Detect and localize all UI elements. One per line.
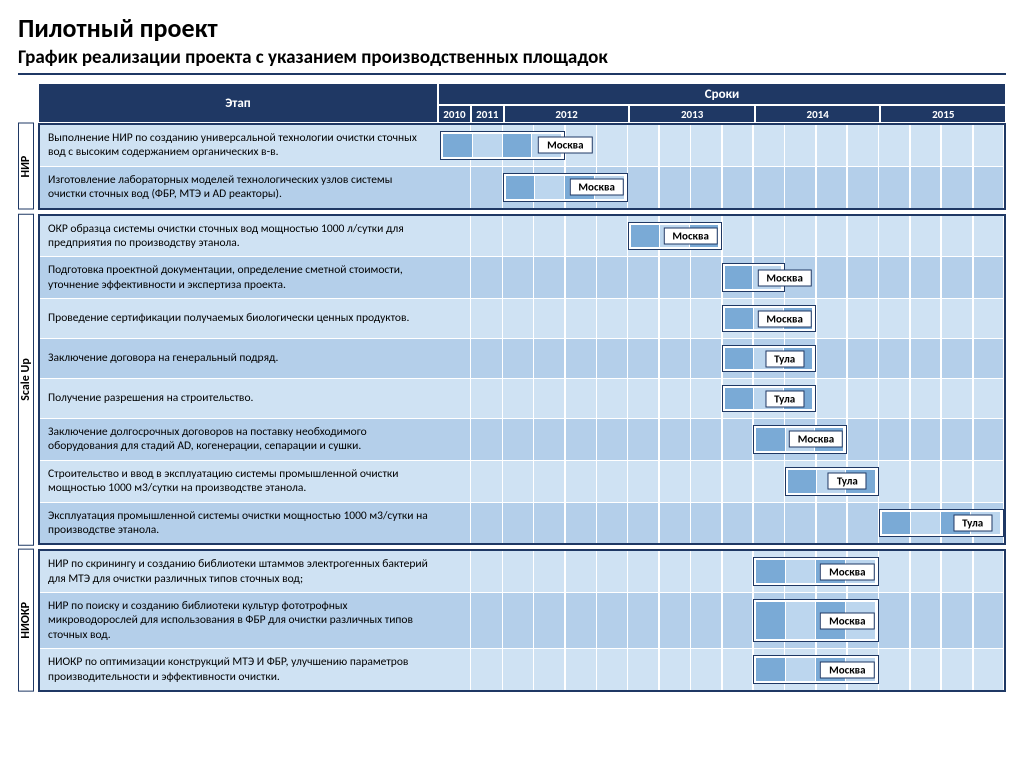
page-title: Пилотный проект — [18, 12, 1006, 44]
gantt-row: НИОКР по оптимизации конструкций МТЭ И Ф… — [40, 648, 1004, 690]
gantt-row: Выполнение НИР по созданию универсальной… — [40, 125, 1004, 166]
gantt-row: Подготовка проектной документации, опред… — [40, 256, 1004, 298]
bar-city-label: Тула — [765, 390, 804, 407]
header-timeline-label: Сроки — [438, 83, 1006, 105]
row-timeline: Москва — [440, 125, 1004, 166]
row-timeline: Москва — [440, 299, 1004, 338]
groups-container: Выполнение НИР по созданию универсальной… — [38, 123, 1006, 692]
row-timeline: Тула — [440, 461, 1004, 502]
row-timeline: Москва — [440, 649, 1004, 690]
header-year-cell: 2015 — [880, 105, 1006, 123]
row-stage-label: НИОКР по оптимизации конструкций МТЭ И Ф… — [40, 649, 440, 690]
gantt-row: Заключение долгосрочных договоров на пос… — [40, 418, 1004, 460]
bar-city-label: Москва — [663, 227, 717, 244]
gantt-row: НИР по скринингу и созданию библиотеки ш… — [40, 551, 1004, 592]
header-stage-cell: Этап — [38, 83, 438, 123]
bar-city-label: Москва — [820, 661, 874, 678]
title-divider — [18, 73, 1006, 75]
header-row: Этап Сроки 201020112012201320142015 — [38, 83, 1006, 123]
header-years-row: 201020112012201320142015 — [438, 105, 1006, 123]
group-label: НИР — [18, 123, 34, 210]
gantt-row: Заключение договора на генеральный подря… — [40, 338, 1004, 378]
row-timeline: Москва — [440, 216, 1004, 257]
bar-city-label: Москва — [820, 612, 874, 629]
header-year-cell: 2010 — [438, 105, 471, 123]
header-year-cell: 2014 — [755, 105, 881, 123]
row-timeline: Москва — [440, 551, 1004, 592]
page-subtitle: График реализации проекта с указанием пр… — [18, 46, 1006, 69]
gantt-row: НИР по поиску и созданию библиотеки куль… — [40, 592, 1004, 648]
row-timeline: Москва — [440, 593, 1004, 648]
bar-city-label: Тула — [765, 350, 804, 367]
row-stage-label: Эксплуатация промышленной системы очистк… — [40, 503, 440, 544]
bar-city-label: Москва — [757, 310, 811, 327]
bar-city-label: Тула — [953, 514, 992, 531]
bar-city-label: Тула — [828, 473, 867, 490]
group-rows: Выполнение НИР по созданию универсальной… — [38, 123, 1006, 210]
bar-city-label: Москва — [538, 137, 592, 154]
bar-city-label: Москва — [789, 431, 843, 448]
gantt-main: Этап Сроки 201020112012201320142015 Выпо… — [38, 83, 1006, 696]
row-timeline: Москва — [440, 167, 1004, 208]
row-stage-label: Выполнение НИР по созданию универсальной… — [40, 125, 440, 166]
row-stage-label: Изготовление лабораторных моделей технол… — [40, 167, 440, 208]
group-rows: НИР по скринингу и созданию библиотеки ш… — [38, 549, 1006, 692]
row-timeline: Тула — [440, 379, 1004, 418]
row-timeline: Тула — [440, 503, 1004, 544]
gantt-row: Строительство и ввод в эксплуатацию сист… — [40, 460, 1004, 502]
gantt-row: ОКР образца системы очистки сточных вод … — [40, 216, 1004, 257]
row-stage-label: Подготовка проектной документации, опред… — [40, 257, 440, 298]
row-stage-label: НИР по поиску и созданию библиотеки куль… — [40, 593, 440, 648]
group-rows: ОКР образца системы очистки сточных вод … — [38, 214, 1006, 546]
header-year-cell: 2012 — [504, 105, 630, 123]
bar-city-label: Москва — [569, 179, 623, 196]
gantt-row: Изготовление лабораторных моделей технол… — [40, 166, 1004, 208]
row-stage-label: Заключение договора на генеральный подря… — [40, 339, 440, 378]
row-stage-label: Строительство и ввод в эксплуатацию сист… — [40, 461, 440, 502]
gantt-row: Проведение сертификации получаемых биоло… — [40, 298, 1004, 338]
group-label: Scale Up — [18, 214, 34, 546]
gantt-row: Получение разрешения на строительство. Ту… — [40, 378, 1004, 418]
row-timeline: Москва — [440, 419, 1004, 460]
row-timeline: Москва — [440, 257, 1004, 298]
group-block: ОКР образца системы очистки сточных вод … — [38, 214, 1006, 546]
gantt-chart: НИР Scale Up НИОКР Этап Сроки 201020112012… — [18, 83, 1006, 696]
group-label-column: НИР Scale Up НИОКР — [18, 83, 38, 696]
row-stage-label: Получение разрешения на строительство. — [40, 379, 440, 418]
group-label: НИОКР — [18, 549, 34, 692]
row-timeline: Тула — [440, 339, 1004, 378]
bar-city-label: Москва — [757, 269, 811, 286]
group-block: Выполнение НИР по созданию универсальной… — [38, 123, 1006, 210]
header-timeline: Сроки 201020112012201320142015 — [438, 83, 1006, 123]
row-stage-label: Заключение долгосрочных договоров на пос… — [40, 419, 440, 460]
row-stage-label: НИР по скринингу и созданию библиотеки ш… — [40, 551, 440, 592]
header-year-cell: 2013 — [629, 105, 755, 123]
gantt-row: Эксплуатация промышленной системы очистк… — [40, 502, 1004, 544]
row-stage-label: ОКР образца системы очистки сточных вод … — [40, 216, 440, 257]
group-block: НИР по скринингу и созданию библиотеки ш… — [38, 549, 1006, 692]
row-stage-label: Проведение сертификации получаемых биоло… — [40, 299, 440, 338]
header-year-cell: 2011 — [471, 105, 504, 123]
bar-city-label: Москва — [820, 563, 874, 580]
